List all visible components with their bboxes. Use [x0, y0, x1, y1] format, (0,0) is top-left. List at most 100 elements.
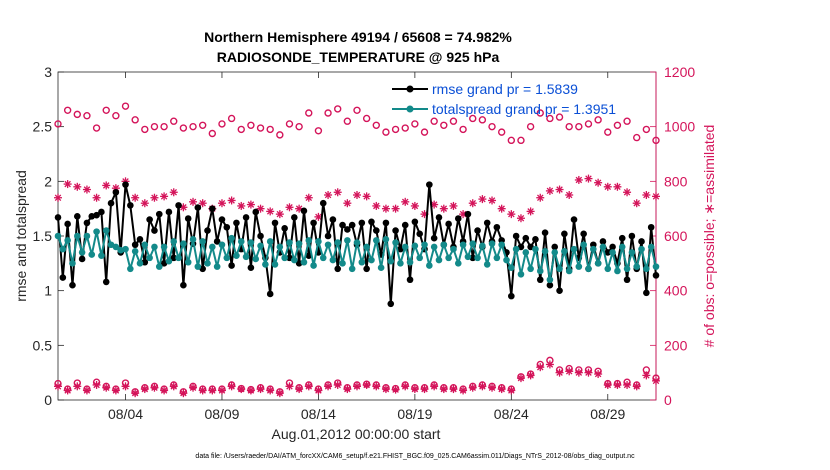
- obs-possible-point: [652, 136, 660, 145]
- obs-possible-point: [73, 110, 81, 119]
- rmse-point: [271, 219, 279, 227]
- footnote: data file: /Users/raeder/DAI/ATM_forcXX/…: [195, 453, 635, 460]
- obs-possible-point: [430, 117, 438, 125]
- spread-point: [199, 238, 206, 245]
- spread-point: [561, 248, 568, 255]
- obs-assimilated-point: [430, 382, 439, 391]
- obs-assimilated-point: [516, 214, 525, 223]
- obs-assimilated-point: [603, 182, 612, 191]
- spread-point: [315, 238, 322, 245]
- obs-assimilated-point: [536, 193, 545, 202]
- obs-assimilated-point: [584, 368, 593, 377]
- obs-possible-point: [266, 125, 274, 134]
- rmse-point: [416, 230, 423, 238]
- rmse-point: [522, 234, 530, 242]
- obs-assimilated-point: [285, 382, 294, 391]
- spread-point: [469, 240, 477, 247]
- spread-point: [565, 267, 573, 275]
- obs-assimilated-point: [169, 188, 178, 197]
- y-right-tick-label: 400: [664, 283, 688, 299]
- obs-possible-point: [256, 124, 265, 132]
- rmse-point: [102, 278, 110, 286]
- obs-assimilated-point: [217, 386, 226, 395]
- rmse-point: [643, 289, 650, 297]
- spread-point: [614, 267, 621, 275]
- obs-assimilated-point: [565, 191, 574, 199]
- spread-point: [532, 245, 539, 253]
- obs-assimilated-point: [92, 193, 101, 202]
- spread-point: [165, 257, 173, 265]
- obs-possible-point: [469, 114, 477, 123]
- obs-assimilated-point: [140, 199, 149, 208]
- spread-point: [218, 241, 226, 249]
- spread-point: [372, 237, 380, 244]
- obs-possible-point: [131, 116, 139, 124]
- obs-assimilated-point: [343, 199, 352, 208]
- rmse-point: [344, 226, 351, 233]
- rmse-point: [483, 219, 491, 227]
- spread-point: [459, 241, 467, 249]
- rmse-point: [324, 232, 332, 240]
- chart-subtitle: RADIOSONDE_TEMPERATURE @ 925 hPa: [217, 49, 500, 65]
- rmse-point: [392, 227, 399, 234]
- rmse-point: [247, 264, 255, 272]
- rmse-point: [561, 230, 568, 238]
- spread-point: [170, 238, 178, 245]
- obs-assimilated-point: [545, 186, 554, 195]
- spread-point: [213, 263, 221, 270]
- obs-possible-point: [372, 121, 380, 130]
- rmse-point: [372, 227, 380, 234]
- obs-assimilated-point: [217, 199, 226, 208]
- spread-point: [348, 265, 356, 273]
- rmse-point: [78, 255, 86, 263]
- rmse-point: [209, 205, 216, 212]
- spread-point: [237, 238, 245, 245]
- rmse-point: [406, 276, 414, 284]
- spread-point: [551, 249, 559, 256]
- obs-assimilated-point: [623, 188, 632, 197]
- rmse-point: [184, 215, 192, 222]
- obs-possible-point: [546, 114, 554, 123]
- spread-point: [454, 260, 462, 267]
- spread-point: [131, 248, 139, 255]
- spread-point: [300, 258, 308, 266]
- spread-point: [580, 241, 587, 249]
- rmse-point: [512, 232, 520, 240]
- spread-point: [127, 265, 134, 273]
- rmse-point: [266, 290, 274, 298]
- obs-assimilated-point: [362, 192, 371, 201]
- obs-assimilated-point: [150, 383, 159, 392]
- obs-possible-point: [141, 125, 149, 134]
- rmse-point: [257, 232, 264, 240]
- obs-possible-point: [497, 128, 506, 136]
- obs-possible-point: [247, 121, 255, 130]
- spread-point: [319, 254, 327, 262]
- spread-point: [146, 254, 153, 262]
- obs-possible-point: [362, 114, 371, 123]
- obs-possible-point: [536, 109, 544, 117]
- rmse-point: [464, 210, 472, 218]
- obs-assimilated-point: [574, 175, 583, 184]
- y-left-tick-label: 0: [44, 392, 52, 408]
- spread-point: [102, 227, 110, 234]
- obs-assimilated-point: [179, 389, 188, 398]
- obs-possible-point: [218, 120, 226, 128]
- spread-point: [483, 261, 491, 268]
- obs-possible-point: [401, 124, 409, 132]
- rmse-point: [580, 230, 587, 238]
- y-right-tick-label: 0: [664, 392, 672, 408]
- spread-point: [339, 260, 346, 267]
- spread-point: [271, 261, 279, 268]
- y-right-tick-label: 600: [664, 228, 688, 244]
- obs-assimilated-point: [111, 386, 120, 395]
- obs-assimilated-point: [497, 385, 506, 394]
- obs-possible-point: [440, 121, 448, 130]
- obs-assimilated-point: [584, 174, 593, 183]
- spread-point: [257, 242, 264, 250]
- spread-point: [98, 252, 105, 259]
- rmse-point: [363, 265, 370, 273]
- obs-assimilated-point: [333, 188, 342, 197]
- obs-possible-point: [276, 131, 284, 139]
- spread-point: [189, 235, 197, 243]
- spread-point: [286, 239, 293, 246]
